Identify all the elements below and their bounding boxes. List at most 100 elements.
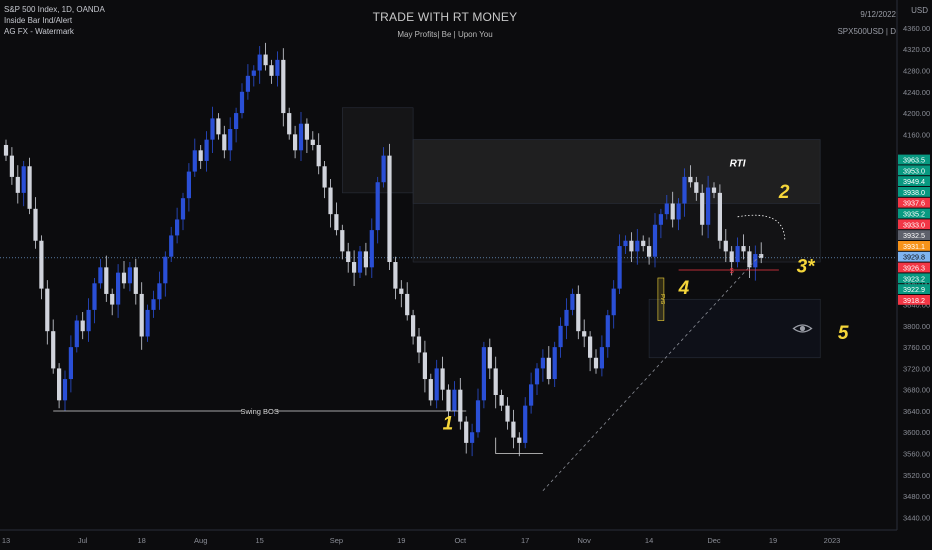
candle-body — [623, 240, 628, 247]
y-tick-label: 3720.00 — [903, 364, 930, 373]
candle-body — [664, 203, 669, 215]
y-tick-label: 3440.00 — [903, 513, 930, 522]
candle-body — [133, 267, 138, 294]
price-tag — [898, 208, 930, 219]
candle-body — [204, 139, 209, 161]
currency-label[interactable]: USD — [911, 6, 928, 15]
candle-body — [735, 246, 740, 263]
candle-body — [647, 246, 652, 257]
candle-body — [157, 283, 162, 300]
y-tick-label: 4360.00 — [903, 24, 930, 33]
price-tag — [898, 187, 930, 197]
candle-body — [452, 389, 457, 411]
candle-body — [399, 288, 404, 294]
candle-body — [163, 256, 168, 284]
candle-body — [39, 240, 44, 289]
candle-body — [405, 293, 410, 316]
candle-body — [310, 139, 315, 145]
candle-body — [416, 336, 422, 353]
candle-body — [393, 262, 398, 289]
candle-body — [346, 251, 351, 263]
candle-body — [298, 123, 304, 151]
price-tag-label: 3923.2 — [903, 274, 925, 283]
annotation-number: 3* — [797, 257, 817, 278]
rti-zone-upper — [412, 139, 821, 204]
candle-body — [375, 182, 380, 231]
x-tick-label: Dec — [707, 536, 721, 545]
x-tick-label: 17 — [521, 536, 529, 545]
candle-body — [234, 113, 239, 130]
price-tag — [898, 295, 930, 305]
candle-body — [717, 192, 722, 241]
candle-body — [139, 293, 144, 337]
fvg-box — [657, 277, 665, 321]
demand-zone-5 — [648, 298, 821, 359]
candle-body — [269, 65, 274, 76]
x-tick-label: 15 — [256, 536, 264, 545]
candle-body — [62, 379, 68, 401]
price-tag-label: 3918.2 — [903, 296, 925, 305]
candle-body — [411, 315, 416, 337]
candle-body — [658, 214, 663, 225]
swing-bos-label: Swing BOS — [241, 407, 279, 416]
x-tick-label: 19 — [397, 536, 405, 545]
candle-body — [534, 368, 540, 385]
candle-body — [505, 405, 510, 422]
price-tag — [898, 273, 930, 284]
candle-body — [499, 395, 504, 406]
candle-body — [316, 144, 321, 167]
annotation-number: 4 — [678, 278, 690, 299]
price-tag — [898, 251, 930, 262]
candle-body — [729, 251, 734, 263]
candle-body — [629, 240, 634, 252]
candle-body — [458, 389, 463, 422]
candle-body — [121, 272, 127, 284]
price-tag — [898, 230, 930, 240]
price-tag — [898, 154, 930, 165]
y-tick-label: 4280.00 — [903, 67, 930, 76]
watermark-subtitle: May Profits| Be | Upon You — [397, 30, 493, 39]
y-tick-label: 3600.00 — [903, 428, 930, 437]
candle-body — [641, 240, 646, 247]
candle-body — [257, 54, 262, 71]
candle-body — [251, 70, 256, 76]
candle-body — [340, 230, 345, 252]
legend-watermark[interactable]: AG FX - Watermark — [4, 27, 74, 36]
candle-body — [210, 118, 215, 140]
y-tick-label: 4320.00 — [903, 45, 930, 54]
candle-body — [558, 325, 563, 348]
candle-body — [110, 293, 115, 305]
candle-body — [334, 214, 339, 231]
candle-body — [635, 240, 640, 252]
legend-symbol[interactable]: S&P 500 Index, 1D, OANDA — [4, 5, 105, 14]
candle-body — [593, 357, 599, 369]
candle-body — [104, 267, 109, 294]
candle-body — [493, 368, 498, 396]
candle-body — [711, 187, 717, 193]
candle-body — [151, 299, 156, 310]
candle-body — [723, 240, 728, 252]
candle-body — [611, 288, 616, 316]
candle-body — [523, 405, 528, 443]
price-tag — [898, 165, 930, 176]
candle-body — [222, 134, 227, 151]
y-tick-label: 3520.00 — [903, 471, 930, 480]
y-tick-label: 3680.00 — [903, 386, 930, 395]
candle-body — [216, 118, 221, 135]
candle-body — [487, 347, 492, 369]
candle-body — [68, 347, 73, 380]
rti-label: RTI — [730, 158, 746, 169]
candle-body — [741, 246, 746, 252]
fvg-label: FVG — [659, 294, 665, 304]
x-tick-label: Aug — [194, 536, 207, 545]
candle-body — [546, 357, 551, 380]
candle-body — [470, 432, 475, 443]
y-tick-label: 3640.00 — [903, 407, 930, 416]
candle-body — [363, 251, 368, 268]
y-tick-label: 4160.00 — [903, 130, 930, 139]
candle-body — [564, 309, 569, 326]
legend-indicator[interactable]: Inside Bar Ind/Alert — [4, 16, 73, 25]
candle-body — [369, 230, 374, 268]
x-tick-label: Sep — [330, 536, 343, 545]
